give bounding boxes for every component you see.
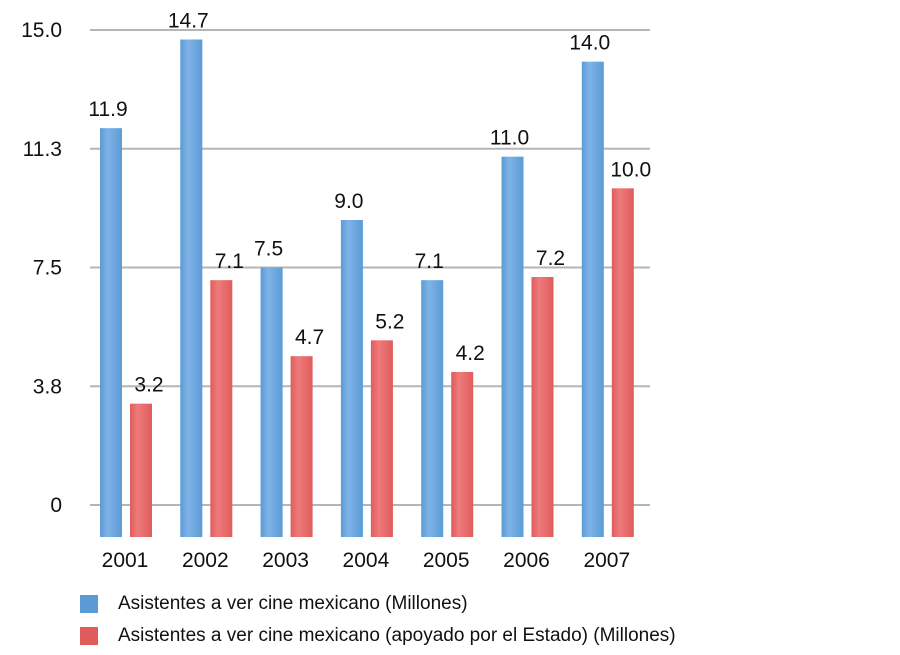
- data-label: 7.5: [254, 238, 283, 261]
- bar-supported-2002: [210, 280, 233, 537]
- bar-total-2007: [581, 61, 604, 538]
- legend-item-series-1: Asistentes a ver cine mexicano (Millones…: [80, 593, 468, 615]
- bar-total-2003: [260, 267, 283, 537]
- data-label: 14.7: [168, 10, 209, 33]
- x-tick-label: 2006: [503, 549, 550, 572]
- x-tick-label: 2003: [262, 549, 309, 572]
- bar-supported-2001: [130, 403, 152, 537]
- y-tick-label: 3.8: [33, 375, 62, 398]
- bar-supported-2005: [451, 372, 474, 537]
- legend-label-series-2: Asistentes a ver cine mexicano (apoyado …: [118, 625, 676, 646]
- data-label: 4.7: [295, 326, 324, 349]
- x-tick-label: 2005: [423, 549, 470, 572]
- data-labels: 11.9 3.2 14.7 7.1 7.5 4.7 9.0 5.2 7.1 4.2 11.0 7.2 1…: [88, 10, 651, 397]
- legend-item-series-2: Asistentes a ver cine mexicano (apoyado …: [80, 625, 676, 647]
- x-axis: 2001 2002 2003 2004 2005 2006 2007: [102, 549, 631, 572]
- x-tick-label: 2001: [102, 549, 149, 572]
- y-axis: 0 3.8 7.5 11.3 15.0: [21, 19, 62, 517]
- bar-supported-2003: [290, 356, 313, 537]
- bar-total-2002: [180, 39, 203, 537]
- y-tick-label: 7.5: [33, 257, 62, 280]
- legend-label-series-1: Asistentes a ver cine mexicano (Millones…: [118, 593, 468, 614]
- legend-swatch-blue: [80, 595, 98, 613]
- data-label: 14.0: [569, 32, 610, 55]
- y-tick-label: 11.3: [23, 138, 62, 161]
- data-label: 7.1: [415, 250, 444, 273]
- data-label: 5.2: [375, 310, 404, 333]
- gridlines: [90, 29, 650, 506]
- x-tick-label: 2004: [343, 549, 390, 572]
- bar-supported-2006: [531, 277, 554, 537]
- bar-total-2004: [340, 220, 363, 537]
- x-tick-label: 2002: [182, 549, 229, 572]
- bar-total-2005: [421, 280, 444, 537]
- data-label: 3.2: [134, 374, 163, 397]
- bar-total-2001: [100, 128, 122, 537]
- data-label: 4.2: [456, 342, 485, 365]
- bars: [100, 39, 634, 538]
- y-tick-label: 15.0: [21, 19, 62, 42]
- data-label: 11.0: [490, 127, 529, 150]
- bar-supported-2004: [370, 340, 393, 537]
- legend-swatch-red: [80, 627, 98, 645]
- data-label: 11.9: [88, 98, 127, 121]
- y-tick-label: 0: [50, 494, 62, 517]
- bar-supported-2007: [611, 188, 634, 538]
- data-label: 7.2: [536, 247, 565, 270]
- x-tick-label: 2007: [583, 549, 630, 572]
- data-label: 9.0: [334, 190, 363, 213]
- data-label: 10.0: [610, 158, 651, 181]
- bar-total-2006: [501, 156, 524, 537]
- data-label: 7.1: [215, 250, 244, 273]
